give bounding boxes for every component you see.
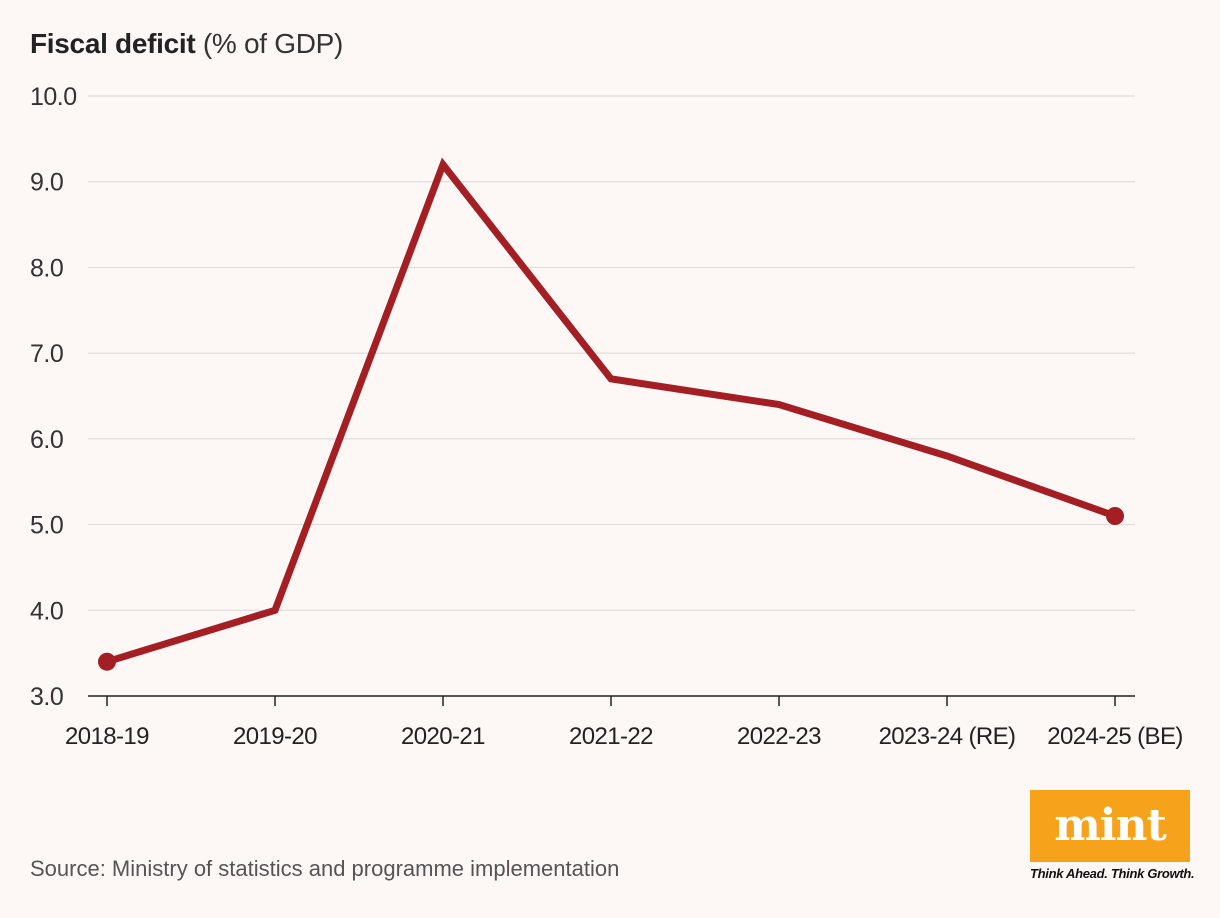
x-axis: 2018-19 2019-20 2020-21 2021-22 2022-23 2023-… xyxy=(65,695,1183,750)
series-line xyxy=(103,157,1119,666)
y-tick-label: 3.0 xyxy=(30,683,63,711)
y-tick-label: 10.0 xyxy=(30,83,77,111)
endpoint-marker xyxy=(98,652,116,671)
y-tick-label: 7.0 xyxy=(30,340,63,368)
mint-logo: mint xyxy=(1030,790,1190,862)
y-tick-label: 9.0 xyxy=(30,169,63,197)
series-lines xyxy=(103,157,1119,666)
x-tick-label: 2024-25 (BE) xyxy=(1047,723,1183,750)
endpoint-marker xyxy=(1106,507,1124,525)
x-tick-label: 2019-20 xyxy=(233,723,317,750)
x-tick-label: 2022-23 xyxy=(737,723,821,750)
y-tick-label: 8.0 xyxy=(30,254,63,282)
chart-title-unit: (% of GDP) xyxy=(202,28,344,59)
x-tick-label: 2021-22 xyxy=(569,723,653,750)
chart-title-bold: Fiscal deficit xyxy=(30,28,196,59)
logo-wordmark: mint xyxy=(1054,800,1167,851)
y-axis-ticks: 3.0 4.0 5.0 6.0 7.0 8.0 9.0 10.0 xyxy=(30,83,77,711)
x-tick-label: 2023-24 (RE) xyxy=(879,723,1016,750)
y-tick-label: 6.0 xyxy=(30,426,63,454)
x-tick-label: 2018-19 xyxy=(65,723,149,750)
source-note: Source: Ministry of statistics and progr… xyxy=(30,856,620,881)
series-markers xyxy=(98,507,1124,671)
y-tick-label: 5.0 xyxy=(30,512,63,540)
x-tick-label: 2020-21 xyxy=(401,723,485,750)
gridlines xyxy=(88,95,1135,611)
y-tick-label: 4.0 xyxy=(30,597,63,625)
logo-tagline: Think Ahead. Think Growth. xyxy=(1030,866,1195,881)
chart-title: Fiscal deficit (% of GDP) xyxy=(30,26,343,62)
